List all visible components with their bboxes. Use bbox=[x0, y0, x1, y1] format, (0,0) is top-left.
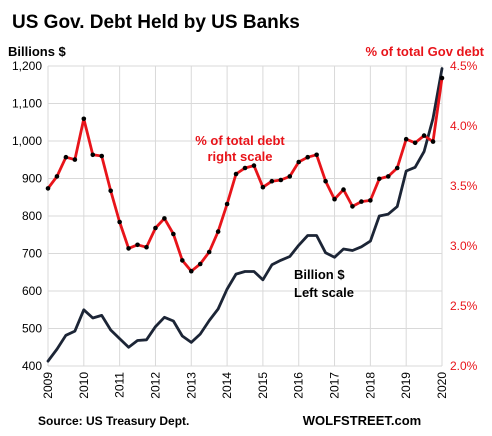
x-tick-label: 2020 bbox=[435, 372, 449, 399]
x-axis: 2009 2010 2011 2012 2013 2014 2015 2016 2017 2018… bbox=[41, 372, 449, 399]
x-tick-label: 2018 bbox=[363, 372, 377, 399]
brand-label: WOLFSTREET.com bbox=[303, 413, 421, 428]
percent-total-debt-point bbox=[215, 229, 221, 234]
percent-total-debt-point bbox=[341, 187, 346, 192]
percent-total-debt-point bbox=[242, 165, 248, 171]
percent-total-debt-point bbox=[99, 153, 105, 159]
left-tick-label: 700 bbox=[22, 247, 42, 261]
right-tick-label: 3.0% bbox=[450, 239, 478, 253]
left-tick-label: 600 bbox=[22, 284, 42, 298]
x-tick-label: 2019 bbox=[399, 372, 413, 399]
percent-total-debt-point bbox=[135, 242, 140, 248]
percent-total-debt-point bbox=[421, 133, 427, 138]
right-tick-label: 3.5% bbox=[450, 179, 478, 193]
percent-total-debt-point bbox=[278, 177, 284, 183]
source-note: Source: US Treasury Dept. bbox=[38, 414, 189, 428]
left-tick-label: 1,000 bbox=[12, 134, 42, 148]
percent-total-debt-point bbox=[90, 152, 96, 158]
x-tick-label: 2014 bbox=[220, 372, 234, 399]
percent-total-debt-point bbox=[54, 174, 60, 179]
percent-total-debt-point bbox=[269, 178, 275, 184]
percent-total-debt-point bbox=[224, 201, 230, 207]
percent-total-debt-point bbox=[81, 116, 87, 122]
percent-total-debt-point bbox=[126, 246, 131, 251]
percent-total-debt-point bbox=[197, 261, 203, 267]
left-tick-label: 500 bbox=[22, 322, 42, 336]
right-tick-label: 2.0% bbox=[450, 359, 478, 373]
percent-total-debt-point bbox=[377, 176, 382, 182]
right-axis: 2.0% 2.5% 3.0% 3.5% 4.0% 4.5% bbox=[450, 59, 478, 373]
percent-total-debt-point bbox=[63, 154, 69, 160]
percent-total-debt-point bbox=[45, 186, 51, 191]
percent-total-debt-point bbox=[430, 139, 436, 144]
percent-total-debt-point bbox=[412, 140, 418, 146]
percent-total-debt-point bbox=[117, 219, 122, 225]
percent-total-debt-point bbox=[359, 199, 364, 204]
x-tick-label: 2011 bbox=[113, 372, 127, 398]
percent-total-debt-point bbox=[260, 184, 266, 190]
percent-total-debt-point bbox=[394, 165, 400, 171]
percent-total-debt-point bbox=[332, 196, 337, 202]
left-tick-label: 800 bbox=[22, 209, 42, 223]
chart-title: US Gov. Debt Held by US Banks bbox=[12, 12, 300, 33]
right-tick-label: 4.0% bbox=[450, 119, 478, 133]
percent-total-debt-point bbox=[188, 268, 194, 274]
percent-total-debt-point bbox=[171, 231, 176, 237]
series-billion-usd bbox=[46, 67, 444, 363]
percent-total-debt-point bbox=[287, 174, 293, 179]
percent-total-debt-line bbox=[46, 76, 444, 273]
left-axis-unit: Billions $ bbox=[8, 44, 67, 59]
percent-total-debt-point bbox=[153, 225, 158, 231]
billion-usd-line bbox=[46, 67, 444, 363]
gridlines bbox=[47, 65, 443, 367]
left-tick-label: 1,100 bbox=[12, 97, 42, 111]
percent-total-debt-point bbox=[368, 198, 373, 203]
annotation-percent-line1: % of total debt bbox=[195, 133, 285, 148]
left-tick-label: 1,200 bbox=[12, 59, 42, 73]
left-tick-label: 900 bbox=[22, 172, 42, 186]
percent-total-debt-point bbox=[206, 249, 212, 255]
percent-total-debt-point bbox=[439, 75, 445, 81]
percent-total-debt-point bbox=[144, 244, 149, 250]
x-tick-label: 2015 bbox=[256, 372, 270, 399]
left-axis: 400 500 600 700 800 900 1,000 1,100 1,200 bbox=[12, 59, 42, 373]
series-percent-total-debt bbox=[45, 75, 445, 274]
x-tick-label: 2009 bbox=[41, 372, 55, 399]
x-tick-label: 2017 bbox=[328, 372, 342, 399]
percent-total-debt-point bbox=[385, 174, 391, 179]
annotation-percent-line2: right scale bbox=[207, 149, 272, 164]
percent-total-debt-point bbox=[251, 163, 257, 168]
percent-total-debt-point bbox=[108, 188, 113, 194]
percent-total-debt-point bbox=[233, 171, 239, 177]
x-tick-label: 2016 bbox=[292, 372, 306, 399]
percent-total-debt-point bbox=[162, 216, 167, 221]
x-tick-label: 2013 bbox=[184, 372, 198, 399]
percent-total-debt-point bbox=[296, 159, 302, 165]
percent-total-debt-point bbox=[180, 258, 185, 263]
percent-total-debt-point bbox=[323, 178, 328, 184]
annotation-usd-line2: Left scale bbox=[294, 285, 354, 300]
percent-total-debt-point bbox=[314, 152, 319, 158]
annotation-usd-line1: Billion $ bbox=[294, 267, 345, 282]
plot-border bbox=[47, 66, 443, 366]
left-tick-label: 400 bbox=[22, 359, 42, 373]
x-tick-label: 2012 bbox=[148, 372, 162, 399]
right-axis-unit: % of total Gov debt bbox=[366, 44, 485, 59]
right-tick-label: 2.5% bbox=[450, 299, 478, 313]
percent-total-debt-point bbox=[305, 154, 310, 160]
percent-total-debt-point bbox=[350, 204, 355, 209]
x-tick-label: 2010 bbox=[77, 372, 91, 399]
percent-total-debt-point bbox=[403, 136, 409, 142]
right-tick-label: 4.5% bbox=[450, 59, 478, 73]
percent-total-debt-point bbox=[72, 157, 78, 162]
